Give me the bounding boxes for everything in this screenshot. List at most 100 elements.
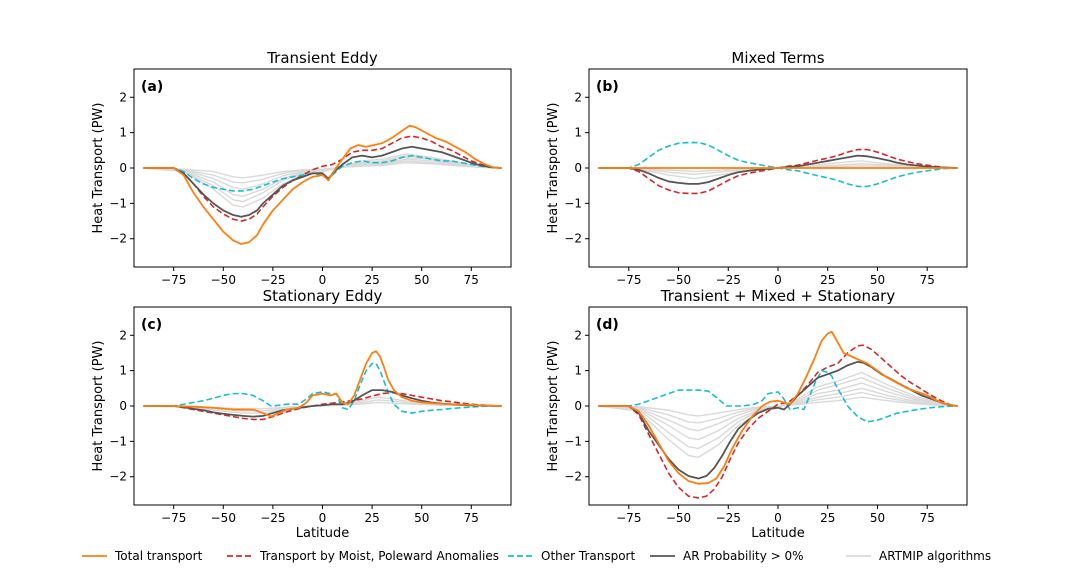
y-tick-label: 2 [119,90,127,104]
panel-title: Transient + Mixed + Stationary [660,287,896,305]
legend-item-artmip: ARTMIP algorithms [846,549,991,563]
legend-label: AR Probability > 0% [683,549,804,563]
y-tick-label: −1 [109,434,127,448]
series-group [598,330,958,499]
series-ar-line [598,154,958,185]
x-tick-label: 75 [920,273,935,287]
panel-title: Stationary Eddy [263,287,383,305]
panel-label: (d) [596,317,619,333]
series-other-line [598,141,958,188]
y-axis-label: Heat Transport (PW) [546,103,561,234]
y-tick-label: −1 [564,434,582,448]
y-tick-label: −1 [564,196,582,210]
y-tick-label: 1 [119,126,127,140]
legend-label: ARTMIP algorithms [879,549,991,563]
panel-label: (a) [141,79,163,95]
y-tick-label: 2 [119,328,127,342]
x-tick-label: −25 [716,273,741,287]
legend-label: Transport by Moist, Poleward Anomalies [259,549,499,563]
x-tick-label: 0 [319,511,327,525]
x-tick-label: −50 [666,273,691,287]
x-tick-label: −50 [211,273,236,287]
y-axis-label: Heat Transport (PW) [91,341,106,472]
panel-title: Mixed Terms [731,49,824,67]
x-tick-label: 25 [820,511,835,525]
x-tick-label: −75 [616,273,641,287]
y-axis-label: Heat Transport (PW) [91,103,106,234]
series-artmip-line [143,162,502,179]
series-moist-line [598,344,958,499]
y-tick-label: −2 [564,470,582,484]
panel-3: −75 −50 −25 0 25 50 75 −2 −1 0 1 2 Stationary Eddy (c… [91,287,512,541]
x-axis-label: Latitude [751,526,805,541]
panel-2: −75 −50 −25 0 25 50 75 −2 −1 0 1 2 Mixed Terms (b) Hea… [546,49,968,287]
series-other-line [143,362,502,414]
x-tick-label: −50 [211,511,236,525]
series-other-line [598,369,958,423]
legend: Total transport Transport by Moist, Polew… [82,549,991,563]
panel-label: (c) [141,317,162,333]
panel-label: (b) [596,79,619,95]
x-tick-label: −75 [616,511,641,525]
x-tick-label: 50 [414,273,429,287]
x-tick-label: −25 [260,511,285,525]
x-tick-label: 0 [774,273,782,287]
y-tick-label: 0 [574,399,582,413]
y-tick-label: −2 [564,232,582,246]
series-artmip-line [143,160,502,184]
y-tick-label: 2 [574,328,582,342]
y-tick-label: −1 [109,196,127,210]
x-tick-label: 0 [774,511,782,525]
series-total-line [143,124,502,245]
x-tick-label: 75 [464,511,479,525]
y-tick-label: 1 [574,364,582,378]
x-tick-label: 75 [920,511,935,525]
series-group [143,350,502,421]
y-tick-label: −2 [109,470,127,484]
legend-item-moist: Transport by Moist, Poleward Anomalies [227,549,499,563]
legend-label: Total transport [114,549,203,563]
legend-item-other: Other Transport [508,549,635,563]
series-artmip-line [143,156,502,197]
x-tick-label: −75 [161,511,186,525]
y-tick-label: −2 [109,232,127,246]
series-moist-line [143,391,502,421]
y-tick-label: 0 [119,161,127,175]
legend-label: Other Transport [541,549,635,563]
x-tick-label: 0 [319,273,327,287]
x-tick-label: 50 [870,273,885,287]
y-tick-label: 2 [574,90,582,104]
x-axis-label: Latitude [296,526,350,541]
x-tick-label: 75 [464,273,479,287]
series-moist-line [143,135,502,222]
series-total-line [143,350,502,418]
series-artmip-line [143,401,502,410]
panel-1: −75 −50 −25 0 25 50 75 −2 −1 0 1 2 Transient Eddy (a)… [91,49,512,287]
legend-item-total: Total transport [82,549,203,563]
x-tick-label: 50 [414,511,429,525]
y-axis-label: Heat Transport (PW) [546,341,561,472]
x-tick-label: −25 [260,273,285,287]
y-tick-label: 0 [119,399,127,413]
series-artmip-line [143,154,502,203]
y-tick-label: 0 [574,161,582,175]
x-tick-label: 25 [364,511,379,525]
x-tick-label: −75 [161,273,186,287]
x-tick-label: 25 [364,273,379,287]
x-tick-label: 25 [820,273,835,287]
series-artmip-line [598,396,958,417]
panel-title: Transient Eddy [266,49,378,67]
y-tick-label: 1 [574,126,582,140]
x-tick-label: −25 [716,511,741,525]
series-total-line [598,330,958,485]
series-group [143,124,502,245]
series-group [598,141,958,195]
x-tick-label: −50 [666,511,691,525]
series-other-line [143,154,502,192]
panel-4: −75 −50 −25 0 25 50 75 −2 −1 0 1 2 Transient + Mixed… [546,287,968,541]
legend-item-ar: AR Probability > 0% [650,549,804,563]
y-tick-label: 1 [119,364,127,378]
x-tick-label: 50 [870,511,885,525]
